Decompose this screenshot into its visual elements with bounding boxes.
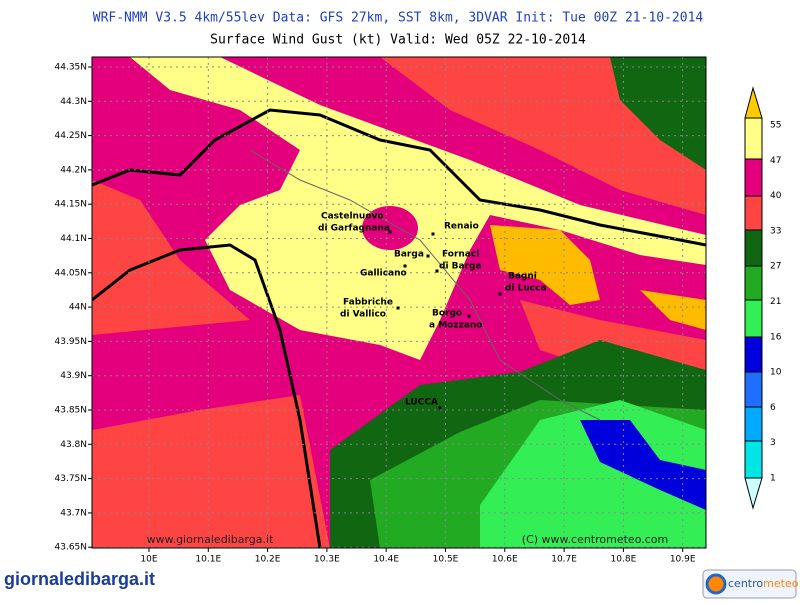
- logo-icon: [705, 573, 727, 595]
- town-dot: [431, 232, 435, 236]
- colorbar-label: 33: [770, 226, 781, 236]
- town-dot: [396, 306, 400, 310]
- town-label: Fornaci: [442, 250, 479, 260]
- town-label: Renaio: [444, 222, 479, 232]
- town-label: a Mozzano: [429, 321, 483, 331]
- lat-tick-label: 44N: [69, 303, 87, 313]
- lon-tick-label: 10.4E: [373, 555, 399, 565]
- lat-tick-label: 44.2N: [60, 165, 87, 175]
- lat-tick-label: 43.8N: [60, 440, 87, 450]
- lon-tick-label: 10.7E: [551, 555, 577, 565]
- lon-tick-label: 10.3E: [314, 555, 340, 565]
- lon-tick-label: 10.2E: [255, 555, 281, 565]
- town-dot: [438, 406, 442, 410]
- town-label: Castelnuovo: [321, 212, 384, 222]
- colorbar-label: 55: [770, 121, 781, 131]
- towns: Castelnuovo di Garfagnana Renaio Barga Forna…: [318, 212, 547, 410]
- colorbar-label: 3: [770, 438, 776, 448]
- logo-right-box: [702, 569, 797, 599]
- watermark-right: (C) www.centrometeo.com: [522, 533, 668, 546]
- town-dot: [467, 314, 471, 318]
- lon-tick-label: 10.8E: [611, 555, 637, 565]
- lon-tick-label: 10.1E: [195, 555, 221, 565]
- lat-tick-label: 43.95N: [55, 337, 88, 347]
- colorbar-label: 6: [770, 403, 776, 413]
- colorbar-label: 16: [770, 332, 782, 342]
- map-field: [92, 57, 706, 548]
- colorbar-labels: 1 3 6 10 16 21 27 33 40 47 55: [770, 121, 782, 484]
- lat-tick-label: 44.05N: [55, 268, 88, 278]
- colorbar-label: 21: [770, 297, 781, 307]
- colorbar-label: 27: [770, 262, 781, 272]
- town-dot: [435, 269, 439, 273]
- lat-tick-label: 43.9N: [60, 371, 87, 381]
- lat-tick-label: 44.3N: [60, 97, 87, 107]
- town-label: Bagni: [508, 272, 537, 282]
- town-label: di Lucca: [505, 284, 547, 294]
- town-label: LUCCA: [405, 398, 438, 408]
- town-label: di Garfagnana: [318, 224, 390, 234]
- town-dot: [403, 264, 407, 268]
- header-line2: Surface Wind Gust (kt) Valid: Wed 05Z 22…: [210, 33, 586, 48]
- town-dot: [388, 230, 392, 234]
- lon-tick-label: 10.6E: [492, 555, 518, 565]
- lon-tick-label: 10.9E: [670, 555, 696, 565]
- town-dot: [426, 254, 430, 258]
- colorbar-label: 1: [770, 474, 776, 484]
- logo-left: giornaledibarga.it: [4, 569, 155, 589]
- lat-tick-label: 43.85N: [55, 406, 88, 416]
- grid: 44.35N 44.3N 44.25N 44.2N 44.15N 44.1N 44.05N 4…: [55, 57, 706, 565]
- lat-tick-label: 43.75N: [55, 474, 88, 484]
- colorbar: [744, 86, 763, 510]
- logo-right-a: centro: [728, 577, 763, 590]
- town-label: di Vallico: [340, 310, 386, 320]
- lat-tick-label: 44.25N: [55, 131, 88, 141]
- header-line1: WRF-NMM V3.5 4km/55lev Data: GFS 27km, S…: [93, 11, 704, 26]
- logo-right-b: meteo: [763, 577, 799, 590]
- colorbar-label: 40: [770, 191, 782, 201]
- town-label: Barga: [394, 250, 424, 260]
- lon-tick-label: 10.5E: [433, 555, 459, 565]
- lat-tick-label: 44.1N: [60, 234, 87, 244]
- town-label: Borgo: [432, 309, 462, 319]
- town-label: Gallicano: [360, 269, 407, 279]
- town-label: Fabbriche: [343, 298, 393, 308]
- lat-tick-label: 44.35N: [55, 63, 88, 73]
- town-label: di Barga: [439, 262, 482, 272]
- watermark-left: www.giornaledibarga.it: [147, 533, 274, 546]
- colorbar-label: 10: [770, 368, 782, 378]
- logo-right: centrometeo: [728, 577, 799, 590]
- colorbar-label: 47: [770, 156, 781, 166]
- lat-tick-label: 44.15N: [55, 200, 88, 210]
- lon-tick-label: 10E: [140, 555, 157, 565]
- map-frame: [91, 56, 707, 549]
- lat-tick-label: 43.65N: [55, 543, 88, 553]
- lat-tick-label: 43.7N: [60, 508, 87, 518]
- town-dot: [498, 292, 502, 296]
